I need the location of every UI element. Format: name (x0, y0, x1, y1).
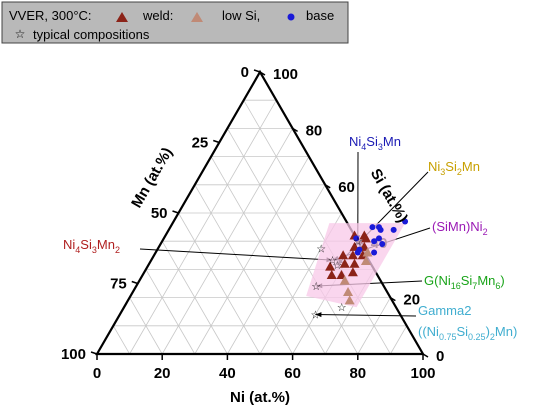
legend-weld-label: weld: (142, 8, 173, 23)
point-base (355, 249, 361, 255)
si-tick-label: 80 (306, 122, 323, 139)
legend-lowsi-label: low Si, (222, 8, 260, 23)
mn-tick-mark (132, 282, 138, 284)
point-base (371, 238, 377, 244)
point-base (369, 224, 375, 230)
ni-tick-label: 20 (154, 365, 171, 382)
mn-tick-label: 25 (192, 135, 209, 152)
si-tick-label: 60 (338, 179, 355, 196)
legend-base-label: base (306, 8, 334, 23)
mn-tick-label: 0 (241, 64, 249, 81)
point-typical-composition: ☆ (332, 260, 342, 272)
mn-tick-mark (254, 70, 260, 72)
ni-axis-label: Ni (at.%) (230, 389, 290, 406)
ni-tick-label: 0 (93, 365, 101, 382)
ni-tick-label: 80 (349, 365, 366, 382)
grid-line-ni (390, 326, 406, 354)
mn-tick-mark (91, 352, 97, 354)
mn-tick-label: 100 (61, 346, 86, 363)
grid-line-mn (113, 326, 129, 354)
point-base (371, 249, 377, 255)
point-base (376, 224, 382, 230)
point-typical-composition: ☆ (353, 236, 363, 248)
label-ni3si2mn: Ni3Si2Mn (428, 159, 480, 177)
label-gamma2-formula: ((Ni0.75Si0.25)2Mn) (418, 324, 517, 342)
ni-tick-label: 40 (219, 365, 236, 382)
legend: VVER, 300°C: weld: low Si, base ☆ typica… (2, 2, 348, 43)
label-gamma2-name: Gamma2 (418, 303, 471, 318)
label-ni4si3mn2: Ni4Si3Mn2 (63, 237, 120, 255)
point-typical-composition: ☆ (337, 302, 347, 314)
label-simn-ni2: (SiMn)Ni2 (432, 219, 488, 237)
si-tick-label: 100 (273, 66, 298, 83)
ni-tick-label: 100 (410, 365, 435, 382)
point-typical-composition: ☆ (310, 310, 320, 322)
point-typical-composition: ☆ (316, 243, 326, 255)
point-typical-composition: ☆ (311, 281, 321, 293)
legend-star-marker: ☆ (15, 27, 26, 41)
ni-tick-label: 60 (284, 365, 301, 382)
label-ni4si3mn: Ni4Si3Mn (349, 134, 401, 152)
point-base (379, 241, 385, 247)
mn-tick-mark (173, 211, 179, 213)
label-g-phase: G(Ni16Si7Mn6) (424, 273, 505, 291)
point-base (391, 227, 397, 233)
grid-line-mn (146, 269, 195, 354)
legend-base-marker (288, 14, 295, 21)
grid-line-mn (179, 213, 261, 354)
mn-axis-label: Mn (at.%) (128, 145, 176, 211)
mn-tick-mark (213, 141, 219, 143)
grid-line-mn (211, 157, 325, 354)
mn-tick-label: 75 (110, 276, 127, 293)
si-tick-label: 0 (436, 348, 444, 365)
legend-typical-label: typical compositions (33, 27, 150, 42)
arrow-line-ni4si3mn2 (140, 249, 333, 260)
legend-title: VVER, 300°C: (9, 8, 92, 23)
mn-tick-label: 50 (151, 205, 168, 222)
phase-labels: Ni4Si3Mn Ni3Si2Mn Ni4Si3Mn2 (SiMn)Ni2 G(… (63, 134, 517, 342)
